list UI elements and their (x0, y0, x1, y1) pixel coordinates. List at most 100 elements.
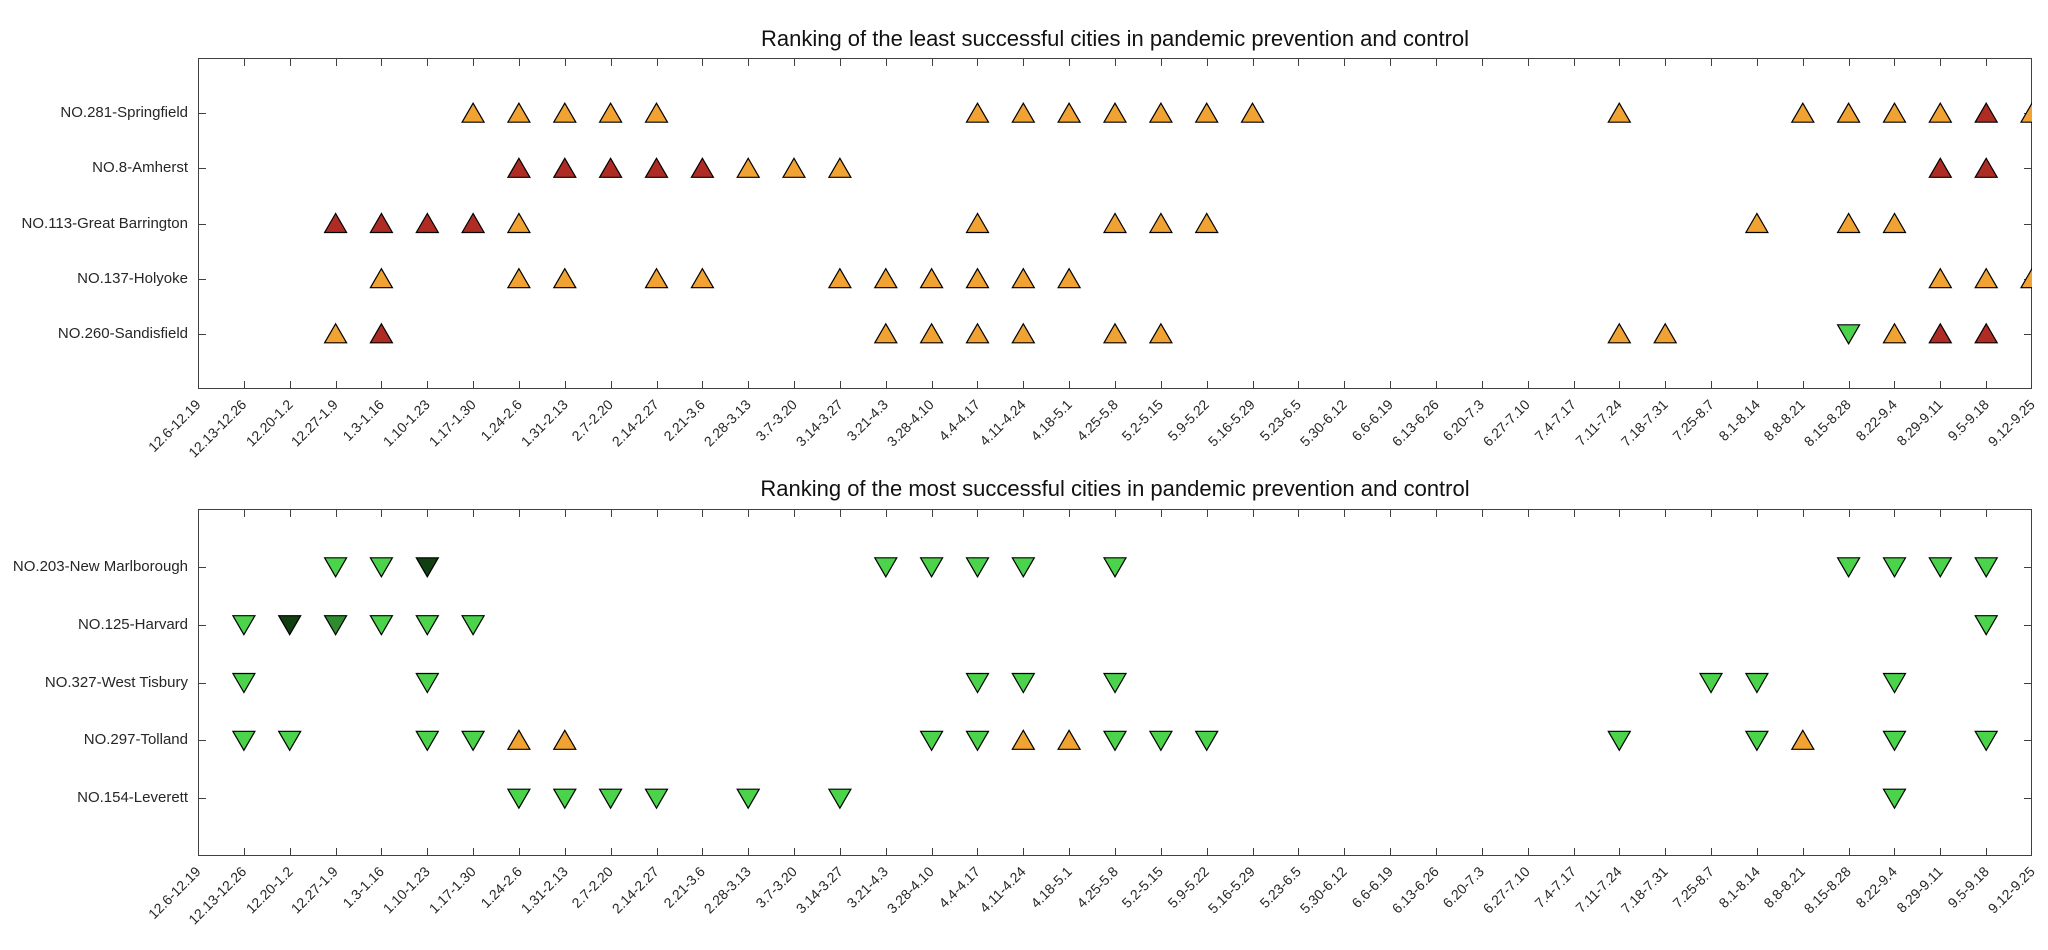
x-tick-label: 4.25-5.8 (1073, 396, 1121, 444)
x-tick-label: 9.5-9.18 (1944, 396, 1992, 444)
x-tick-label: 1.17-1.30 (425, 396, 479, 450)
x-tick-label: 8.8-8.21 (1760, 396, 1809, 444)
marker-triangle-down (1836, 557, 1861, 578)
x-tick-label: 6.13-6.26 (1388, 396, 1442, 450)
marker-triangle-up (369, 267, 394, 289)
marker-triangle-down (1974, 557, 1999, 578)
x-tick-label: 8.22-9.4 (1852, 396, 1901, 444)
marker-triangle-down (1744, 730, 1769, 752)
x-tick-label: 9.12-9.25 (1984, 863, 2038, 917)
x-tick-label: 1.3-1.16 (339, 396, 388, 444)
x-tick-label: 9.5-9.18 (1944, 863, 1992, 911)
x-tick-label: 8.15-8.28 (1801, 863, 1855, 917)
marker-triangle-down (1011, 672, 1036, 694)
y-tick-label: NO.297-Tolland (83, 731, 188, 749)
marker-triangle-down (277, 615, 302, 636)
marker-triangle-up (1882, 102, 1907, 123)
marker-triangle-down (415, 730, 440, 752)
marker-triangle-up (1057, 729, 1082, 750)
x-tick-label: 6.27-7.10 (1480, 863, 1534, 917)
marker-triangle-down (506, 788, 531, 810)
marker-triangle-down (644, 788, 669, 810)
x-tick-label: 2.7-2.20 (568, 863, 617, 911)
chart-title-most-successful: Ranking of the most successful cities in… (760, 476, 1470, 501)
marker-triangle-up (690, 267, 715, 289)
marker-triangle-down (598, 788, 623, 810)
marker-triangle-up (598, 157, 623, 178)
x-tick-label: 1.3-1.16 (339, 863, 388, 911)
marker-triangle-up (552, 729, 577, 750)
marker-triangle-down (1194, 730, 1219, 752)
marker-triangle-up (1011, 267, 1036, 289)
marker-triangle-down (919, 730, 944, 752)
x-tick-label: 4.4-4.17 (935, 396, 984, 444)
x-tick-label: 6.13-6.26 (1388, 863, 1442, 917)
marker-triangle-up (1744, 212, 1769, 234)
y-tick-label: NO.203-New Marlborough (12, 557, 188, 575)
marker-triangle-down (369, 615, 394, 636)
marker-triangle-down (1974, 615, 1999, 636)
marker-triangle-down (1698, 672, 1724, 694)
x-tick-label: 7.18-7.31 (1617, 863, 1671, 917)
x-tick-label: 5.2-5.15 (1118, 396, 1167, 444)
marker-triangle-up (781, 157, 807, 178)
marker-triangle-up (506, 729, 531, 750)
plot-area (198, 509, 2032, 856)
marker-triangle-down (1102, 730, 1128, 752)
y-tick-label: NO.260-Sandisfield (57, 324, 188, 342)
marker-triangle-up (1607, 102, 1632, 123)
marker-triangle-up (2019, 102, 2032, 123)
marker-triangle-down (231, 672, 256, 694)
x-tick-label: 12.20-1.2 (242, 396, 296, 450)
x-tick-label: 8.29-9.11 (1893, 396, 1946, 449)
x-tick-label: 6.6-6.19 (1348, 396, 1396, 444)
marker-triangle-up (1974, 102, 1999, 123)
marker-triangle-down (1102, 672, 1128, 694)
marker-triangle-up (1974, 157, 1999, 178)
x-tick-label: 5.9-5.22 (1164, 396, 1213, 444)
x-tick-label: 8.15-8.28 (1801, 396, 1855, 450)
marker-triangle-up (1928, 157, 1953, 178)
marker-triangle-down (1836, 324, 1861, 345)
x-tick-label: 2.14-2.27 (609, 863, 663, 917)
marker-triangle-up (506, 212, 531, 234)
x-tick-label: 4.18-5.1 (1027, 863, 1075, 911)
x-tick-label: 8.22-9.4 (1852, 863, 1901, 911)
marker-triangle-up (1607, 322, 1632, 344)
marker-triangle-up (1057, 102, 1082, 123)
chart-title-least-successful: Ranking of the least successful cities i… (760, 26, 1470, 51)
marker-triangle-up (506, 102, 531, 123)
x-tick-label: 5.16-5.29 (1205, 396, 1259, 450)
marker-triangle-down (736, 788, 761, 810)
marker-triangle-down (1102, 557, 1128, 578)
marker-triangle-down (1148, 730, 1173, 752)
x-tick-label: 7.11-7.24 (1572, 396, 1626, 449)
marker-triangle-up (690, 157, 715, 178)
x-tick-label: 7.11-7.24 (1572, 863, 1626, 916)
x-tick-label: 7.18-7.31 (1617, 396, 1671, 450)
marker-triangle-down (965, 557, 990, 578)
marker-triangle-down (461, 615, 486, 636)
marker-triangle-down (965, 672, 990, 694)
y-tick-label: NO.281-Springfield (60, 104, 188, 122)
x-tick-label: 3.14-3.27 (792, 396, 846, 450)
marker-triangle-down (1974, 730, 1999, 752)
marker-triangle-down (919, 557, 944, 578)
marker-triangle-up (644, 267, 669, 289)
marker-triangle-up (644, 102, 669, 123)
marker-triangle-up (323, 322, 348, 344)
marker-triangle-down (1882, 672, 1907, 694)
marker-triangle-up (1011, 102, 1036, 123)
marker-triangle-up (827, 157, 852, 178)
marker-triangle-down (415, 557, 440, 578)
marker-triangle-up (1836, 212, 1861, 234)
x-tick-label: 8.8-8.21 (1760, 863, 1809, 911)
marker-triangle-up (461, 102, 486, 123)
marker-triangle-up (415, 212, 440, 234)
x-tick-label: 1.24-2.6 (476, 863, 525, 911)
x-tick-label: 4.4-4.17 (935, 863, 984, 911)
marker-triangle-up (1790, 729, 1815, 750)
x-tick-label: 5.16-5.29 (1205, 863, 1259, 917)
x-tick-label: 7.4-7.17 (1531, 863, 1580, 911)
